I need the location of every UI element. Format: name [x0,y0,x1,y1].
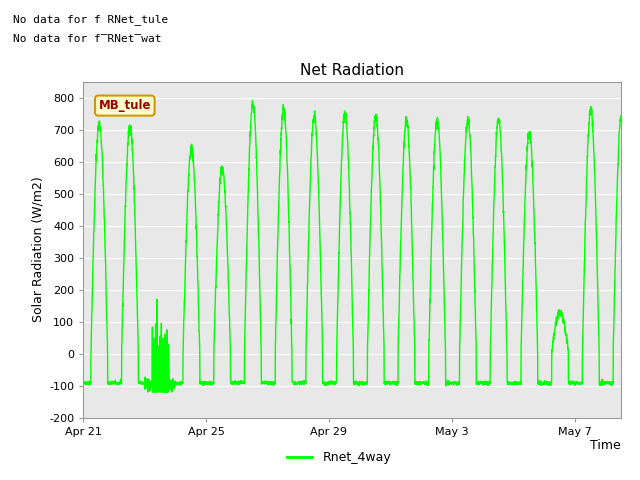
Title: Net Radiation: Net Radiation [300,63,404,78]
X-axis label: Time: Time [590,439,621,453]
Text: No data for f̅RNet̅wat: No data for f̅RNet̅wat [13,34,161,44]
Text: MB_tule: MB_tule [99,99,151,112]
Y-axis label: Solar Radiation (W/m2): Solar Radiation (W/m2) [32,177,45,323]
Text: No data for f RNet_tule: No data for f RNet_tule [13,14,168,25]
Legend: Rnet_4way: Rnet_4way [282,446,396,469]
